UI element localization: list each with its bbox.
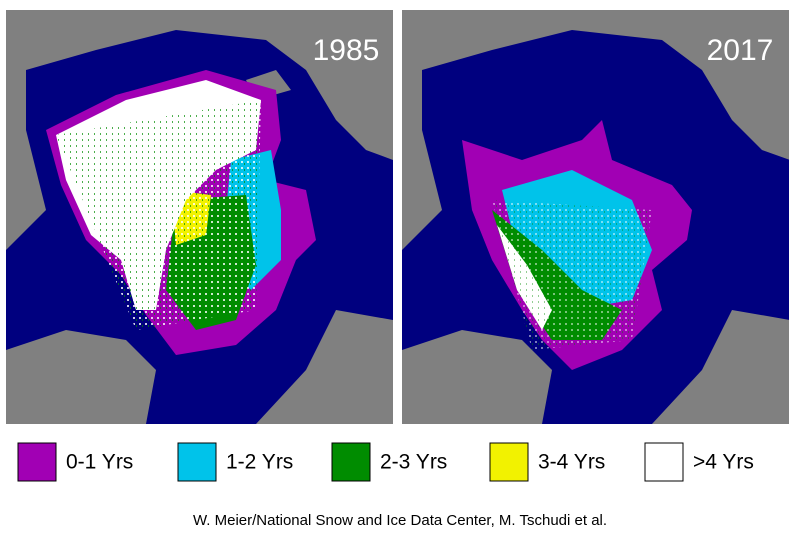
legend-swatch bbox=[644, 442, 684, 482]
map-panel: 2017 bbox=[402, 10, 789, 424]
panel-year: 2017 bbox=[707, 34, 774, 67]
legend-swatch bbox=[489, 442, 529, 482]
legend-label: 3-4 Yrs bbox=[538, 451, 605, 474]
ice-texture bbox=[56, 100, 261, 330]
legend-label: 0-1 Yrs bbox=[66, 451, 133, 474]
legend-label: 1-2 Yrs bbox=[226, 451, 293, 474]
panel-year: 1985 bbox=[313, 34, 380, 67]
legend: 0-1 Yrs 1-2 Yrs 2-3 Yrs 3-4 Yrs >4 Yrs bbox=[17, 442, 754, 482]
legend-swatch bbox=[331, 442, 371, 482]
ice-texture bbox=[492, 200, 652, 350]
legend-swatch bbox=[177, 442, 217, 482]
legend-swatch bbox=[17, 442, 57, 482]
legend-label: 2-3 Yrs bbox=[380, 451, 447, 474]
legend-label: >4 Yrs bbox=[693, 451, 754, 474]
map-panel: 1985 bbox=[6, 10, 393, 424]
credit: W. Meier/National Snow and Ice Data Cent… bbox=[193, 512, 607, 529]
